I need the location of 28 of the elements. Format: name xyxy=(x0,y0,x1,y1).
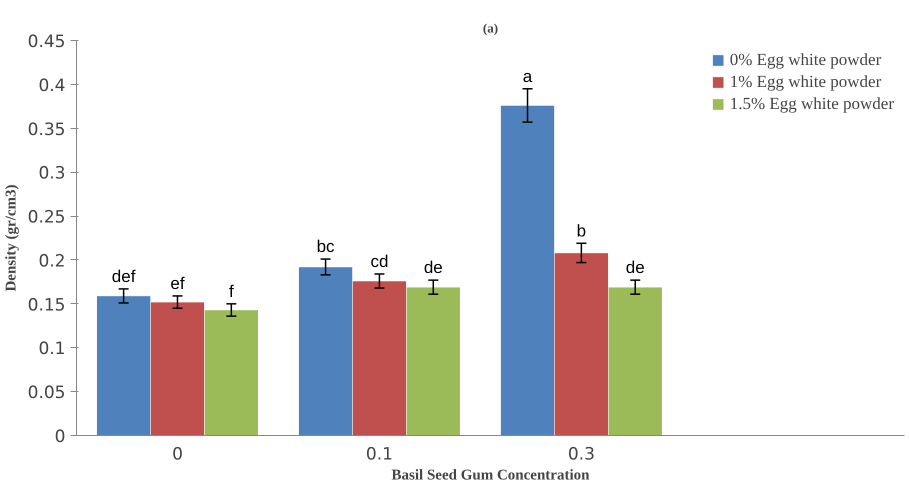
y-tick-label: 0.4 xyxy=(38,76,66,96)
x-axis-title: Basil Seed Gum Concentration xyxy=(392,468,590,484)
y-tick-label: 0.3 xyxy=(38,164,66,184)
data-label: ef xyxy=(170,274,185,293)
data-label: b xyxy=(576,221,586,240)
x-tick-label: 0.3 xyxy=(568,444,595,464)
data-label: cd xyxy=(370,252,388,271)
y-tick-label: 0.15 xyxy=(28,295,66,316)
x-tick-label: 0 xyxy=(172,444,183,464)
data-label: f xyxy=(228,282,234,301)
data-label: de xyxy=(626,258,645,278)
y-tick-label: 0.35 xyxy=(28,120,66,140)
y-tick-label: 0 xyxy=(54,427,66,447)
legend-label: 0% Egg white powder xyxy=(730,50,882,70)
y-tick-label: 0.1 xyxy=(38,339,66,360)
y-tick-label: 0.2 xyxy=(38,251,66,272)
chart-title: (a) xyxy=(482,20,498,36)
y-tick-label: 0.25 xyxy=(28,208,66,228)
data-label: de xyxy=(424,258,443,278)
data-label: a xyxy=(522,66,533,86)
y-tick-label: 0.45 xyxy=(28,32,66,52)
legend-label: 1% Egg white powder xyxy=(730,72,882,92)
x-tick-label: 0.1 xyxy=(366,444,393,464)
data-label: bc xyxy=(316,237,336,256)
data-label: def xyxy=(112,266,136,286)
legend-label: 1.5% Egg white powder xyxy=(730,94,894,114)
y-tick-label: 0.05 xyxy=(28,383,66,404)
y-axis-title: Density (gr/cm3) xyxy=(4,184,20,292)
